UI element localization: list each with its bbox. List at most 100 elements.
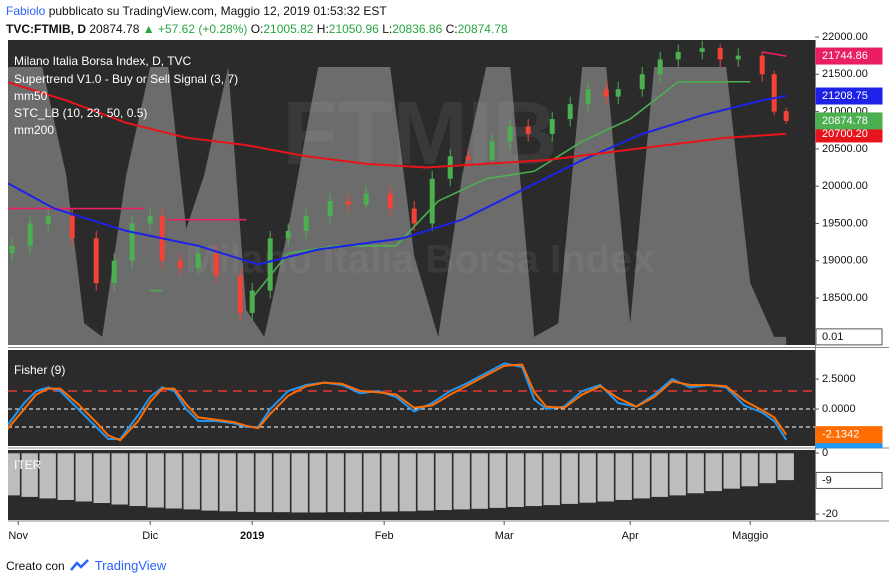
price-label: 0.01 (822, 331, 843, 343)
candle-body (213, 253, 219, 276)
histogram-bar (38, 452, 57, 500)
histogram-bar (524, 452, 543, 507)
histogram-bar (434, 452, 453, 511)
price-label-box (815, 471, 883, 489)
histogram-bar (56, 452, 75, 501)
candle-body (267, 238, 273, 291)
histogram-bar (578, 452, 597, 504)
legend-entry: STC_LB (10, 23, 50, 0.5) (14, 106, 147, 120)
legend-entry: Supertrend V1.0 - Buy or Sell Signal (3,… (14, 72, 238, 86)
x-tick-label: Maggio (732, 530, 768, 542)
candle-body (717, 48, 723, 60)
price-label-box (815, 47, 883, 65)
candle-body (699, 48, 705, 52)
legend-title: Milano Italia Borsa Index, D, TVC (14, 54, 192, 68)
histogram-bar (218, 452, 237, 512)
header-line1: Fabiolo pubblicato su TradingView.com, M… (6, 2, 508, 20)
price-label-box (815, 87, 883, 105)
histogram-bar (722, 452, 741, 490)
candle-body (177, 260, 183, 269)
price-label-box (815, 426, 883, 444)
candle-body (285, 230, 291, 239)
supertrend-segment (533, 140, 583, 172)
x-tick-label: 2019 (240, 530, 264, 542)
histogram-bar (20, 452, 39, 498)
histogram-bar (686, 452, 705, 494)
candle-body (525, 126, 531, 134)
histogram-bar (200, 452, 219, 512)
supertrend-segment (486, 170, 535, 180)
fisher-line (8, 363, 788, 442)
candle-body (9, 245, 15, 254)
candle-body (735, 55, 741, 60)
supertrend-segment (288, 245, 337, 255)
candle-body (363, 193, 369, 205)
candle-body (615, 89, 621, 97)
histogram-bar (254, 452, 273, 513)
candle-body (771, 74, 777, 112)
candle-body (447, 156, 453, 179)
candle-body (675, 51, 681, 60)
supertrend-segment (629, 81, 679, 120)
ohlc-key: L: (382, 22, 393, 36)
user[interactable]: Fabiolo (6, 4, 46, 18)
candle-body (327, 201, 333, 216)
histogram-bar (758, 452, 777, 484)
x-tick-label: Apr (622, 530, 639, 542)
x-tick-label: Mar (495, 530, 514, 542)
histogram-bar (776, 452, 795, 481)
ohlc-key: H: (316, 22, 329, 36)
ohlc-value: 21005.82 (263, 22, 314, 36)
candle-body (111, 260, 117, 284)
histogram-bar (182, 452, 201, 511)
y-tick-label: 19500.00 (822, 217, 868, 229)
candle-body (27, 223, 33, 246)
y-tick-label: 18500.00 (822, 292, 868, 304)
candle-body (93, 238, 99, 284)
candle-body (489, 141, 495, 161)
fisher-panel (8, 350, 815, 446)
candle-body (195, 253, 201, 269)
x-tick-label: Nov (8, 530, 28, 542)
price-label-box (815, 328, 883, 346)
histogram-bar (362, 452, 381, 513)
candle-body (249, 290, 255, 313)
histogram-bar (506, 452, 525, 508)
price-label: 20700.20 (822, 128, 868, 140)
candle-body (465, 156, 471, 161)
y-tick-label: 0 (822, 447, 828, 459)
panel-title: Fisher (9) (14, 363, 65, 377)
ohlc-value: 21050.96 (328, 22, 379, 36)
published: pubblicato su TradingView.com, Maggio 12… (48, 4, 387, 18)
price-label: -2.1342 (822, 429, 859, 441)
candle-body (603, 89, 609, 97)
histogram-bar (740, 452, 759, 487)
price-label-box (815, 112, 883, 130)
histogram-bar (560, 452, 579, 505)
histogram-bar (92, 452, 111, 504)
fisher-plot (8, 362, 815, 442)
candle-body (639, 74, 645, 90)
histogram-bar (398, 452, 417, 512)
x-tick-label: Feb (375, 530, 394, 542)
candle-body (429, 178, 435, 224)
candle-body (303, 215, 309, 231)
price-label: -9 (822, 474, 832, 486)
histogram-bar (128, 452, 147, 507)
footer-prefix: Creato con (6, 558, 65, 573)
supertrend-segment (437, 177, 487, 202)
y-tick-label: 2.5000 (822, 373, 856, 385)
histogram-bar (488, 452, 507, 509)
histogram-bar (650, 452, 669, 498)
x-tick-label: Dic (142, 530, 158, 542)
histogram-bar (326, 452, 345, 513)
candle-body (237, 275, 243, 313)
histogram-bar (632, 452, 651, 500)
y-tick-label: 19000.00 (822, 255, 868, 267)
candle-body (657, 59, 663, 75)
supertrend-segment (581, 118, 631, 143)
iter-plot (8, 452, 795, 514)
footer-brand[interactable]: TradingView (94, 558, 167, 573)
candle-body (585, 89, 591, 105)
